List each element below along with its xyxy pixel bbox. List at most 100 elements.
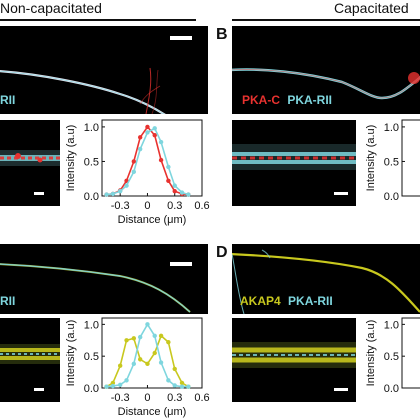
capacitated-header: Capacitated (334, 0, 409, 16)
series-line (106, 334, 189, 388)
data-point (110, 383, 116, 389)
data-point (137, 357, 143, 362)
x-tick-label: 0.6 (194, 200, 209, 212)
panel-b-sperm-image: PKA-C PKA-RII (232, 26, 420, 114)
y-tick-label: 0.5 (384, 351, 399, 363)
panel-d-zoom-image (232, 318, 356, 402)
data-point (131, 169, 137, 175)
panel-d-label: D (216, 244, 228, 261)
pka-c-label: PKA-C (242, 93, 280, 107)
data-point (117, 363, 123, 368)
scale-bar (34, 388, 44, 391)
x-tick-label: 0.6 (194, 392, 209, 404)
y-tick-label: 1.0 (84, 122, 99, 134)
data-point (158, 139, 164, 145)
data-point (158, 360, 164, 365)
y-axis-label: Intensity (a.u) (365, 320, 377, 387)
y-tick-label: 0.0 (84, 383, 99, 395)
plot-frame (401, 119, 420, 197)
data-point (186, 192, 191, 197)
scale-bar (334, 388, 348, 391)
panel-a-channel-label: RII (0, 93, 16, 107)
x-tick-label: -0.3 (111, 200, 130, 212)
data-point (145, 130, 150, 135)
plot-frame (401, 317, 420, 389)
data-point (145, 124, 150, 130)
data-point (124, 183, 129, 188)
data-point (145, 361, 150, 367)
data-point (166, 339, 171, 345)
non-capacitated-rule (0, 19, 196, 21)
x-tick-label: -0.3 (111, 392, 130, 404)
data-point (166, 164, 171, 170)
panel-a-sperm-image: RII (0, 26, 208, 114)
capacitated-rule (232, 19, 420, 21)
panel-b-zoom-image (232, 120, 356, 206)
data-point (104, 192, 109, 197)
x-tick-label: 0 (144, 200, 150, 212)
panel-c-channel-label: RII (0, 294, 16, 308)
y-tick-label: 0.5 (84, 351, 99, 363)
data-point (145, 322, 150, 327)
data-point (179, 190, 185, 195)
data-point (137, 334, 143, 340)
data-point (131, 336, 137, 341)
series-line (106, 322, 189, 388)
data-point (152, 333, 157, 339)
data-point (158, 333, 164, 339)
data-point (117, 382, 123, 388)
data-point (172, 188, 177, 194)
data-point (172, 183, 177, 188)
x-tick-label: 0.3 (167, 200, 182, 212)
x-tick-label: 0.3 (167, 392, 182, 404)
data-point (131, 159, 137, 164)
data-point (117, 188, 123, 194)
panel-d-sperm-image: AKAP4 PKA-RII (232, 244, 420, 314)
data-point (110, 380, 116, 386)
x-tick-label: 0 (144, 392, 150, 404)
y-axis-label: Intensity (a.u) (65, 320, 77, 387)
data-point (137, 135, 143, 140)
panel-c-intensity-profile: 0.0 0.5 1.0 Intensity (a.u) -0.3 0 0.3 0.6 Dista… (65, 317, 210, 418)
data-point (137, 146, 143, 152)
panel-d-channel-labels: AKAP4 PKA-RII (240, 294, 333, 308)
data-point (179, 380, 185, 386)
data-point (172, 383, 177, 388)
scale-bar (334, 192, 348, 195)
panel-b-channel-labels: PKA-C PKA-RII (242, 93, 332, 107)
y-tick-label: 1.0 (384, 122, 399, 134)
data-point (104, 384, 109, 389)
y-tick-label: 1.0 (384, 319, 399, 331)
y-axis-label: Intensity (a.u) (365, 125, 377, 192)
y-tick-label: 0.0 (84, 191, 99, 203)
scale-bar (170, 36, 192, 40)
panel-c-sperm-image: RII (0, 244, 208, 314)
x-axis-label: Distance (μm) (118, 406, 187, 418)
data-point (152, 126, 157, 131)
data-point (152, 350, 157, 356)
panel-d-intensity-profile: 0.0 0.5 1.0 Intensity (a.u) (365, 317, 420, 395)
akap4-label: AKAP4 (240, 294, 281, 308)
plot-frame (101, 317, 203, 389)
y-tick-label: 0.0 (384, 191, 399, 203)
plot-frame (101, 119, 203, 197)
data-point (152, 133, 157, 138)
panel-b-intensity-profile: 0.0 0.5 1.0 Intensity (a.u) (365, 119, 420, 203)
panel-a-zoom-image (0, 120, 60, 206)
data-point (131, 361, 137, 367)
x-axis-label: Distance (μm) (118, 214, 187, 226)
y-tick-label: 0.5 (84, 156, 99, 168)
data-point (124, 378, 129, 383)
panel-c-zoom-image (0, 318, 60, 402)
y-tick-label: 0.0 (384, 383, 399, 395)
pka-rii-label: PKA-RII (288, 294, 333, 308)
data-point (110, 191, 116, 197)
pka-rii-label: PKA-RII (287, 93, 333, 107)
data-point (158, 157, 164, 163)
y-axis-label: Intensity (a.u) (65, 125, 77, 192)
data-point (166, 178, 171, 183)
scale-bar (170, 262, 192, 266)
data-point (186, 384, 191, 389)
scale-bar (34, 192, 44, 195)
non-capacitated-header: Non-capacitated (0, 0, 102, 16)
